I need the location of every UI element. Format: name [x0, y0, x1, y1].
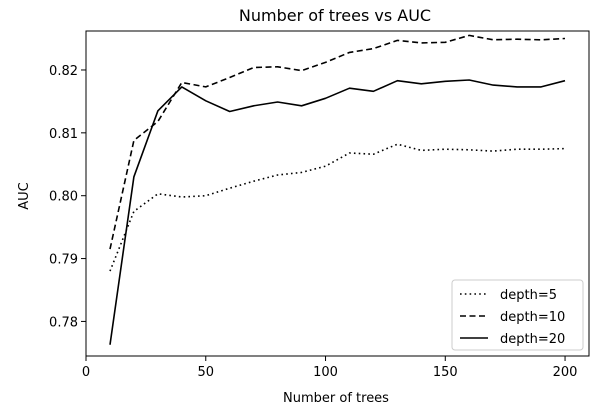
y-tick-label: 0.80	[49, 190, 78, 205]
series-line-depth-20	[109, 79, 566, 345]
series-line-depth-5	[109, 143, 566, 272]
x-tick-label: 150	[433, 365, 458, 380]
x-tick-label: 50	[197, 365, 214, 380]
legend-label: depth=20	[500, 332, 565, 347]
x-tick-label: 200	[553, 365, 578, 380]
legend: depth=5 depth=10 depth=20	[451, 279, 584, 351]
chart-title: Number of trees vs AUC	[239, 6, 431, 25]
x-tick-label: 100	[313, 365, 338, 380]
legend-label: depth=10	[500, 310, 565, 325]
y-tick-label: 0.79	[49, 253, 78, 268]
y-tick-label: 0.82	[49, 64, 78, 79]
y-tick-label: 0.81	[49, 127, 78, 142]
series-line-depth-10	[109, 34, 566, 250]
y-tick-label: 0.78	[49, 315, 78, 330]
plot-area	[85, 30, 590, 357]
legend-label: depth=5	[500, 288, 557, 303]
x-tick-label: 0	[82, 365, 90, 380]
axis-ticks: 0 50 100 150 200 0.78 0.79 0.80 0.81 0.82	[49, 64, 577, 380]
axes-frame	[85, 30, 590, 357]
legend-box	[451, 279, 584, 351]
x-axis-label: Number of trees	[283, 391, 389, 406]
y-axis-label: AUC	[17, 182, 32, 210]
